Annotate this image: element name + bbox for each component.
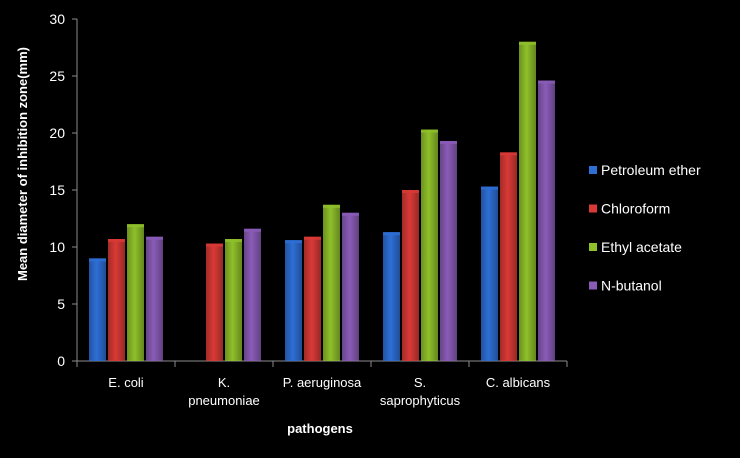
x-axis-title: pathogens xyxy=(287,421,353,436)
bar xyxy=(285,240,302,361)
bar-cap xyxy=(206,243,223,247)
bar xyxy=(146,236,163,361)
y-tick-label: 0 xyxy=(57,353,65,369)
bar xyxy=(500,152,517,361)
x-tick-label: E. coli xyxy=(108,375,144,390)
bar xyxy=(421,129,438,361)
legend-label: Chloroform xyxy=(601,201,670,217)
y-tick-label: 30 xyxy=(49,11,65,27)
bar xyxy=(127,224,144,361)
bar xyxy=(440,140,457,361)
bar xyxy=(538,80,555,361)
bar-cap xyxy=(538,80,555,84)
bar xyxy=(402,190,419,361)
y-tick-label: 25 xyxy=(49,68,65,84)
bar-cap xyxy=(225,239,242,243)
legend-swatch xyxy=(589,166,597,174)
y-axis-title: Mean diameter of inhibition zone(mm) xyxy=(15,47,30,281)
bar xyxy=(89,258,106,361)
x-tick-label: S. saprophyticus xyxy=(380,375,461,408)
bar-cap xyxy=(323,204,340,208)
bar-cap xyxy=(383,232,400,236)
category-labels: E. coli K. pneumoniae P. aeruginosa S. saprop… xyxy=(108,375,550,408)
legend-swatch xyxy=(589,281,597,290)
y-tick-label: 10 xyxy=(49,239,65,255)
bar-cap xyxy=(304,236,321,240)
bar xyxy=(244,228,261,361)
legend-label: Petroleum ether xyxy=(601,162,701,178)
bar xyxy=(481,186,498,361)
bar-cap xyxy=(402,190,419,193)
legend: Petroleum ether Chloroform Ethyl acetate N-… xyxy=(589,162,701,294)
bars xyxy=(89,41,555,362)
bar-cap xyxy=(285,240,302,244)
bar-cap xyxy=(519,41,536,45)
y-tick-label: 5 xyxy=(57,296,65,312)
bar-cap xyxy=(421,129,438,133)
x-tick-label: P. aeruginosa xyxy=(283,375,362,390)
bar-cap xyxy=(89,258,106,262)
bar xyxy=(342,212,359,361)
legend-swatch xyxy=(589,243,597,251)
bar xyxy=(225,239,242,361)
bar-cap xyxy=(127,224,144,228)
bar-cap xyxy=(481,186,498,190)
legend-label: N-butanol xyxy=(601,278,662,294)
bar-cap xyxy=(244,228,261,232)
bar xyxy=(519,41,536,362)
legend-label: Ethyl acetate xyxy=(601,239,682,255)
bar-cap xyxy=(342,212,359,216)
x-tick-label: K. pneumoniae xyxy=(188,375,260,408)
x-tick-label: C. albicans xyxy=(486,375,551,390)
legend-swatch xyxy=(589,204,597,213)
bar xyxy=(323,204,340,361)
bar-cap xyxy=(146,236,163,240)
y-tick-label: 15 xyxy=(49,182,65,198)
bar xyxy=(383,232,400,361)
bar xyxy=(206,243,223,361)
bar-cap xyxy=(500,152,517,156)
bar-cap xyxy=(108,239,125,243)
y-tick-label: 20 xyxy=(49,125,65,141)
bar xyxy=(304,236,321,361)
bar xyxy=(108,239,125,361)
bar-cap xyxy=(440,140,457,144)
